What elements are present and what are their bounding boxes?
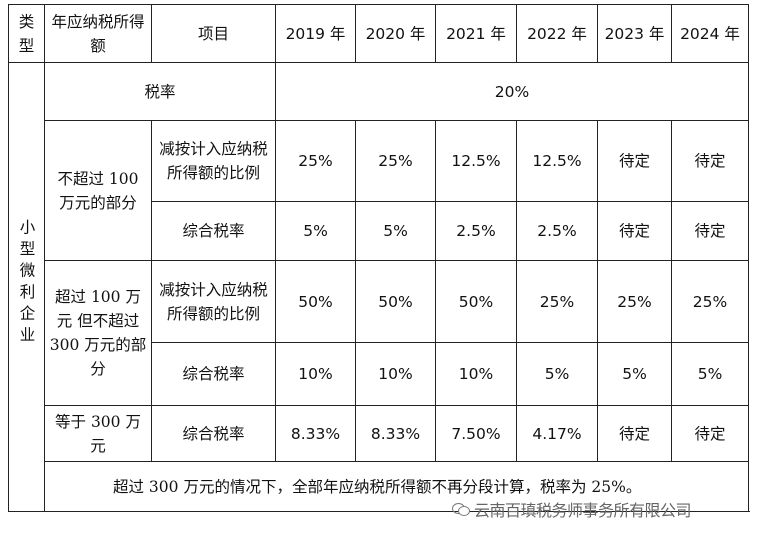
tax-rate-label: 税率 xyxy=(44,62,276,121)
value-cell: 25% xyxy=(275,120,356,202)
header-year: 2022 年 xyxy=(516,4,598,63)
value-cell: 5% xyxy=(355,201,436,261)
value-cell: 5% xyxy=(671,342,749,406)
value-cell: 2.5% xyxy=(516,201,598,261)
value-cell: 5% xyxy=(516,342,598,406)
item-cell: 综合税率 xyxy=(151,405,276,462)
footnote-row: 超过 300 万元的情况下，全部年应纳税所得额不再分段计算，税率为 25%。 xyxy=(9,461,749,512)
value-cell: 10% xyxy=(355,342,436,406)
header-year: 2020 年 xyxy=(355,4,436,63)
header-year: 2023 年 xyxy=(597,4,672,63)
table-row: 综合税率 10% 10% 10% 5% 5% 5% xyxy=(9,342,749,406)
footnote: 超过 300 万元的情况下，全部年应纳税所得额不再分段计算，税率为 25%。 xyxy=(44,461,749,512)
value-cell: 25% xyxy=(355,120,436,202)
table-row: 超过 100 万元 但不超过 300 万元的部分 减按计入应纳税所得额的比例 5… xyxy=(9,260,749,406)
range-cell: 超过 100 万元 但不超过 300 万元的部分 xyxy=(44,260,152,406)
watermark-text: 云南百瑱税务师事务所有限公司 xyxy=(474,501,692,520)
tax-rate-row: 小型微利企业 税率 20% xyxy=(8,62,749,512)
header-year: 2024 年 xyxy=(671,4,749,63)
value-cell: 10% xyxy=(435,342,517,406)
value-cell: 待定 xyxy=(597,120,672,202)
value-cell: 5% xyxy=(597,342,672,406)
value-cell: 8.33% xyxy=(275,405,356,462)
tax-rate-value: 20% xyxy=(275,62,749,121)
table-row: 不超过 100 万元的部分 减按计入应纳税所得额的比例 25% 25% 12.5… xyxy=(9,120,749,261)
value-cell: 12.5% xyxy=(516,120,598,202)
header-year: 2021 年 xyxy=(435,4,517,63)
header-item: 项目 xyxy=(151,4,276,63)
value-cell: 50% xyxy=(435,260,517,343)
header-year: 2019 年 xyxy=(275,4,356,63)
range-cell: 等于 300 万元 xyxy=(44,405,152,462)
value-cell: 7.50% xyxy=(435,405,517,462)
item-cell: 综合税率 xyxy=(151,201,276,261)
value-cell: 待定 xyxy=(597,405,672,462)
category-label: 小型微利企业 xyxy=(17,219,36,348)
value-cell: 12.5% xyxy=(435,120,517,202)
value-cell: 5% xyxy=(275,201,356,261)
header-type: 类型 xyxy=(8,4,45,63)
table-row: 等于 300 万元 综合税率 8.33% 8.33% 7.50% 4.17% 待… xyxy=(9,405,749,462)
range-cell: 不超过 100 万元的部分 xyxy=(44,120,152,261)
value-cell: 4.17% xyxy=(516,405,598,462)
value-cell: 25% xyxy=(671,260,749,343)
tax-rate-table: 类型 年应纳税所得额 项目 2019 年 2020 年 2021 年 2022 … xyxy=(8,4,749,512)
value-cell: 25% xyxy=(516,260,598,343)
value-cell: 待定 xyxy=(671,120,749,202)
value-cell: 50% xyxy=(355,260,436,343)
category-cell: 小型微利企业 xyxy=(8,62,45,512)
header-row: 类型 年应纳税所得额 项目 2019 年 2020 年 2021 年 2022 … xyxy=(8,4,749,63)
item-cell: 减按计入应纳税所得额的比例 xyxy=(151,120,276,202)
wechat-icon xyxy=(452,502,470,516)
value-cell: 待定 xyxy=(671,405,749,462)
value-cell: 8.33% xyxy=(355,405,436,462)
value-cell: 10% xyxy=(275,342,356,406)
item-cell: 综合税率 xyxy=(151,342,276,406)
table-row: 综合税率 5% 5% 2.5% 2.5% 待定 待定 xyxy=(9,201,749,261)
value-cell: 50% xyxy=(275,260,356,343)
value-cell: 25% xyxy=(597,260,672,343)
item-cell: 减按计入应纳税所得额的比例 xyxy=(151,260,276,343)
header-taxable-income: 年应纳税所得额 xyxy=(44,4,152,63)
value-cell: 待定 xyxy=(671,201,749,261)
value-cell: 2.5% xyxy=(435,201,517,261)
value-cell: 待定 xyxy=(597,201,672,261)
watermark: 云南百瑱税务师事务所有限公司 xyxy=(452,497,692,521)
